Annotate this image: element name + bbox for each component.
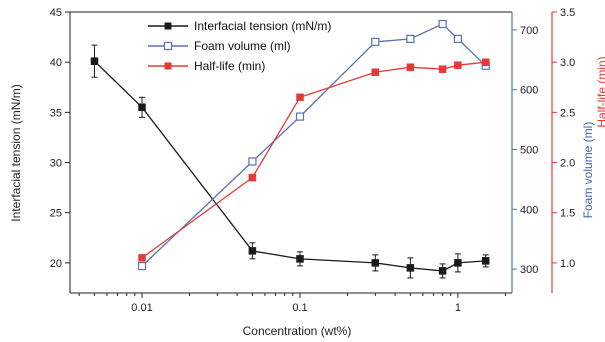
left-axis-title: Interfacial tension (mN/m) <box>9 84 23 221</box>
plot-frame <box>69 11 553 294</box>
left-tick-label: 45 <box>50 7 62 19</box>
series-layer <box>90 19 490 279</box>
half-life-tick-label: 2.0 <box>560 158 575 170</box>
half-life-tick-label: 1.5 <box>560 208 575 220</box>
x-axis-title: Concentration (wt%) <box>243 324 352 338</box>
half-life-tick-label: 3.5 <box>560 7 575 19</box>
interfacial-point <box>438 267 447 275</box>
foam-tick-label: 700 <box>520 25 538 37</box>
foam-point <box>137 262 147 271</box>
interfacial-point <box>481 257 490 265</box>
interfacial-point <box>248 247 257 255</box>
legend-label-interfacial: Interfacial tension (mN/m) <box>194 19 331 33</box>
foam-tick-label: 400 <box>520 204 538 216</box>
foam-point <box>295 112 305 121</box>
left-tick-label: 20 <box>50 258 62 270</box>
foam-point <box>453 34 462 44</box>
left-tick-label: 30 <box>50 158 62 170</box>
legend-marker-half-life <box>164 62 172 70</box>
left-tick-label: 35 <box>50 107 62 119</box>
foam-tick-label: 600 <box>520 85 538 97</box>
half-life-tick-label: 1.0 <box>560 258 575 270</box>
half-life-tick-label: 2.5 <box>560 107 575 119</box>
foam-point <box>406 34 415 44</box>
x-axis: 0.01 0.1 1 <box>78 293 506 314</box>
foam-point <box>371 37 380 47</box>
half-life-axis-title: Half-life (min) <box>595 56 605 127</box>
left-tick-label: 25 <box>50 208 62 220</box>
half-life-point <box>248 173 257 182</box>
foam-point <box>248 157 257 166</box>
half-life-point <box>296 93 304 102</box>
half-life-axis: 1.0 1.5 2.0 2.5 3.0 3.5 <box>552 7 575 270</box>
left-tick-label: 40 <box>50 57 62 69</box>
interfacial-point <box>90 57 99 65</box>
x-tick-label: 0.01 <box>131 302 152 314</box>
legend-label-half-life: Half-life (min) <box>194 59 265 73</box>
half-life-tick-label: 3.0 <box>560 57 575 69</box>
interfacial-point <box>296 255 304 263</box>
legend-marker-foam <box>163 41 173 51</box>
interfacial-line <box>94 60 486 272</box>
foam-tick-label: 500 <box>520 145 538 157</box>
half-life-point <box>406 63 415 71</box>
foam-point <box>438 19 447 29</box>
legend-marker-interfacial <box>164 22 172 30</box>
x-tick-label: 0.1 <box>292 302 307 314</box>
interfacial-point <box>138 103 146 112</box>
half-life-point <box>454 61 462 69</box>
half-life-point <box>138 254 146 262</box>
half-life-point <box>438 65 447 73</box>
half-life-line <box>141 61 486 259</box>
legend: Interfacial tension (mN/m) Foam volume (… <box>148 19 331 73</box>
legend-label-foam: Foam volume (ml) <box>194 39 291 53</box>
interfacial-point <box>454 259 462 267</box>
interfacial-point <box>371 259 380 267</box>
foam-volume-axis: 300 400 500 600 700 <box>512 25 538 276</box>
left-y-axis: 20 25 30 35 40 45 <box>50 7 70 270</box>
interfacial-point <box>406 264 415 272</box>
half-life-point <box>371 68 380 76</box>
foam-axis-title: Foam volume (ml) <box>581 122 595 219</box>
half-life-point <box>481 58 490 66</box>
foam-tick-label: 300 <box>520 264 538 276</box>
x-tick-label: 1 <box>455 302 461 314</box>
